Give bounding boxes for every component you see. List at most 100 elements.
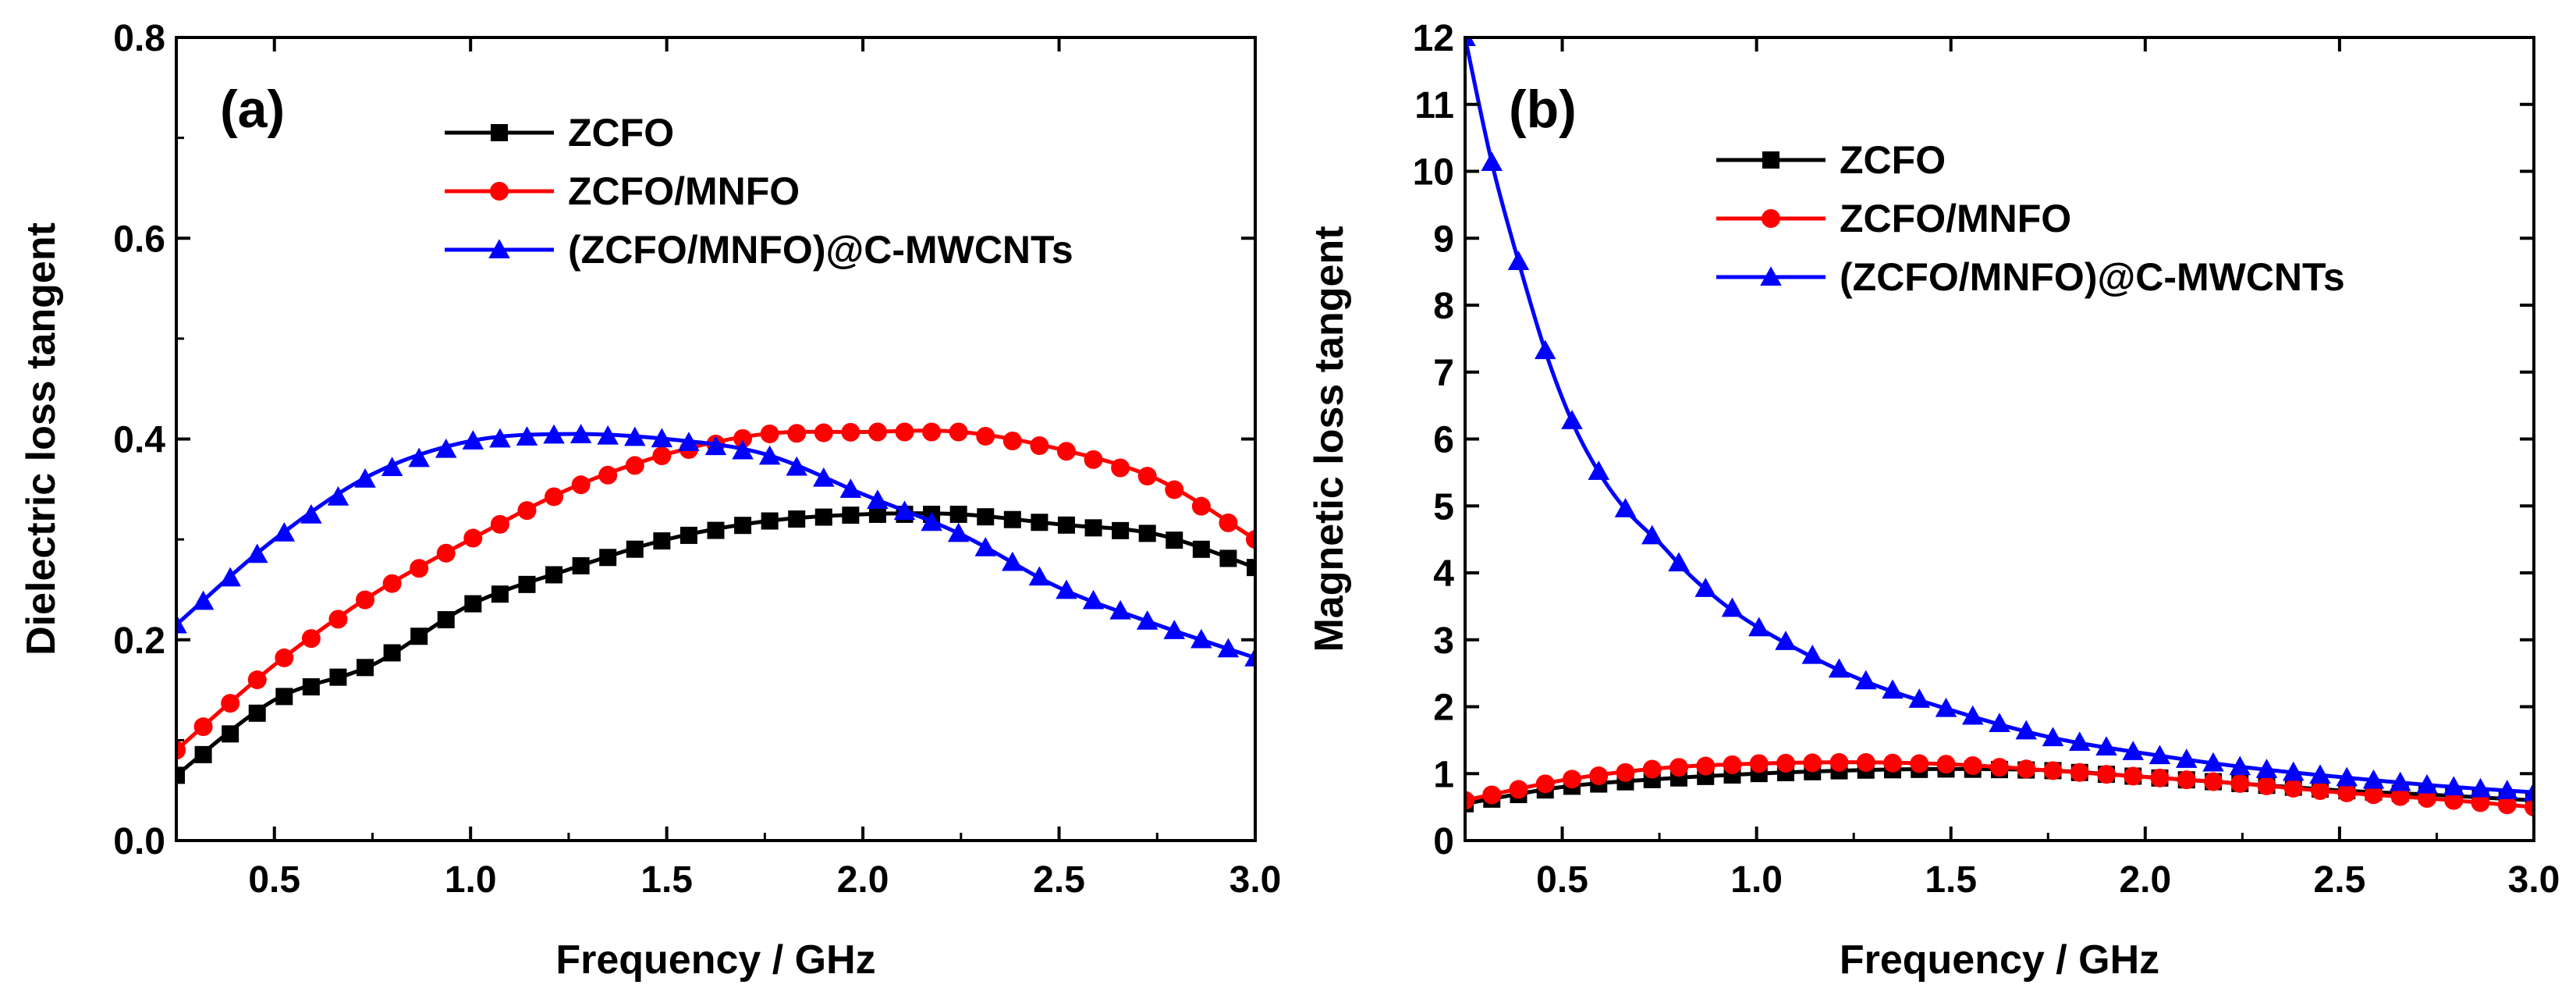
marker-2-2 [1482, 785, 1502, 805]
marker-2-3 [2362, 769, 2385, 789]
y-tick-label: 3 [1433, 620, 1454, 662]
legend-marker-2 [490, 182, 509, 201]
y-tick-label: 7 [1433, 353, 1454, 394]
marker-2-2 [2283, 778, 2303, 798]
marker-1-2 [436, 543, 456, 563]
marker-1-2 [301, 629, 321, 649]
y-tick-label: 12 [1413, 18, 1454, 59]
marker-1-3 [651, 428, 673, 448]
marker-1-1 [1138, 524, 1156, 542]
marker-1-2 [193, 717, 213, 737]
y-tick-label: 0.8 [113, 18, 165, 59]
marker-1-3 [327, 486, 349, 506]
marker-1-3 [813, 467, 835, 487]
marker-2-3 [1588, 460, 1609, 480]
marker-1-2 [787, 424, 807, 443]
marker-2-3 [1801, 644, 1823, 664]
marker-2-3 [1855, 670, 1877, 690]
marker-1-3 [867, 489, 889, 509]
marker-1-1 [410, 627, 428, 645]
marker-1-1 [275, 688, 293, 706]
marker-1-2 [1030, 436, 1049, 455]
marker-2-3 [1908, 688, 1930, 708]
marker-1-1 [1192, 540, 1210, 558]
panel-label: (a) [220, 80, 285, 139]
marker-1-1 [222, 725, 240, 743]
marker-1-2 [922, 422, 942, 442]
marker-1-2 [1084, 450, 1103, 469]
legend-label-2: ZCFO/MNFO [1840, 197, 2071, 240]
y-tick-label: 9 [1433, 219, 1454, 260]
marker-1-2 [1002, 431, 1022, 450]
marker-2-3 [2069, 731, 2091, 752]
marker-2-2 [1829, 752, 1849, 772]
marker-1-1 [653, 532, 671, 550]
marker-2-2 [1465, 791, 1474, 810]
legend-label-3: (ZCFO/MNFO)@C-MWCNTs [1840, 255, 2345, 299]
x-axis-title: Frequency / GHz [555, 937, 875, 983]
marker-1-1 [842, 507, 860, 524]
marker-1-1 [545, 566, 563, 584]
marker-2-3 [1721, 597, 1744, 617]
marker-1-1 [1166, 531, 1183, 549]
series-line-2-3 [1465, 37, 2534, 795]
marker-2-2 [1669, 758, 1688, 777]
marker-1-2 [221, 694, 240, 713]
series-1-2 [176, 422, 1255, 760]
legend-label-1: ZCFO [1840, 138, 1946, 182]
legend-marker-3 [1760, 266, 1782, 286]
marker-1-3 [435, 438, 457, 458]
marker-1-3 [516, 426, 538, 446]
marker-2-2 [2497, 795, 2517, 815]
legend-marker-1 [1762, 151, 1779, 169]
marker-1-1 [1031, 514, 1048, 531]
marker-1-2 [841, 422, 860, 442]
marker-2-2 [1776, 753, 1795, 773]
marker-1-1 [383, 644, 401, 662]
x-tick-label: 2.0 [2119, 859, 2171, 901]
marker-2-2 [1883, 753, 1902, 773]
marker-1-2 [247, 670, 267, 690]
marker-1-3 [786, 456, 807, 476]
marker-2-3 [1561, 410, 1583, 429]
marker-2-2 [1642, 759, 1662, 779]
marker-2-3 [1882, 679, 1904, 699]
marker-2-3 [2309, 764, 2331, 784]
marker-2-2 [2337, 783, 2357, 802]
marker-2-2 [1803, 753, 1822, 773]
marker-1-2 [1219, 513, 1238, 532]
marker-1-1 [491, 585, 509, 603]
x-tick-label: 1.0 [1730, 859, 1783, 901]
marker-1-1 [949, 505, 967, 523]
marker-2-3 [2443, 776, 2464, 796]
marker-1-3 [1217, 638, 1240, 658]
marker-1-1 [761, 512, 779, 530]
marker-2-3 [1668, 552, 1690, 572]
chart-panel-2: 0.5 1.0 1.5 2.0 2.5 3.00123456789101112Freque… [1307, 18, 2560, 983]
x-tick-label: 3.0 [1229, 859, 1282, 901]
marker-1-1 [1112, 521, 1130, 539]
marker-2-3 [2336, 766, 2358, 787]
y-tick-label: 1 [1433, 754, 1454, 795]
marker-1-1 [1247, 559, 1255, 577]
x-tick-label: 1.5 [640, 859, 693, 901]
marker-1-1 [626, 540, 644, 558]
marker-2-3 [2390, 771, 2411, 791]
marker-1-1 [707, 521, 725, 539]
series-1-1 [176, 505, 1255, 784]
marker-1-2 [598, 465, 618, 485]
marker-1-1 [357, 659, 374, 677]
marker-2-2 [1616, 763, 1635, 782]
marker-1-3 [219, 567, 241, 587]
y-tick-label: 4 [1433, 553, 1454, 595]
marker-2-2 [1723, 755, 1742, 774]
marker-2-2 [2230, 773, 2250, 793]
y-tick-label: 2 [1433, 688, 1454, 729]
y-tick-label: 5 [1433, 486, 1454, 528]
marker-1-2 [733, 428, 753, 448]
marker-1-2 [760, 424, 779, 443]
series-1-3 [176, 424, 1255, 667]
marker-2-3 [2095, 736, 2117, 755]
marker-1-3 [1109, 599, 1131, 620]
